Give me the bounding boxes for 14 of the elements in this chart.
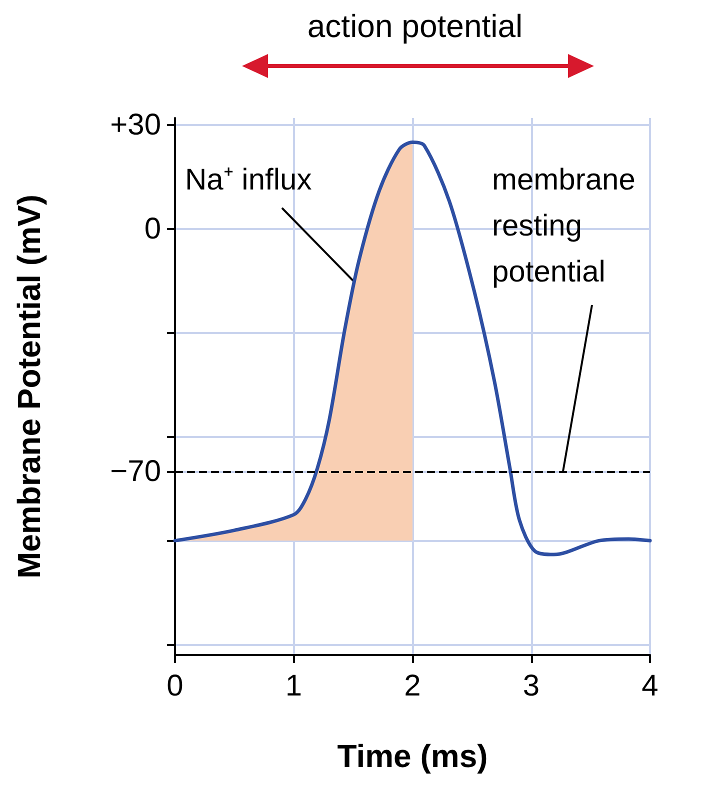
text: action potential [307, 8, 523, 44]
y-axis-title: Membrane Potential (mV) [11, 194, 47, 579]
y-tick-label: +30 [110, 108, 161, 142]
ref-line-label: membrane resting potential [492, 164, 636, 288]
x-tick-label: 4 [642, 670, 658, 702]
x-tick-label: 3 [522, 670, 540, 702]
x-axis-title: Time (ms) [337, 738, 488, 774]
x-tick-label: 1 [285, 670, 302, 702]
annotation: Na⁺ influx [185, 164, 312, 196]
line-series [173, 140, 652, 556]
x-tick-label: 2 [404, 670, 421, 702]
x-tick-label: 0 [166, 670, 184, 702]
y-tick-label: 0 [144, 212, 161, 246]
y-tick-label: −70 [110, 454, 161, 488]
